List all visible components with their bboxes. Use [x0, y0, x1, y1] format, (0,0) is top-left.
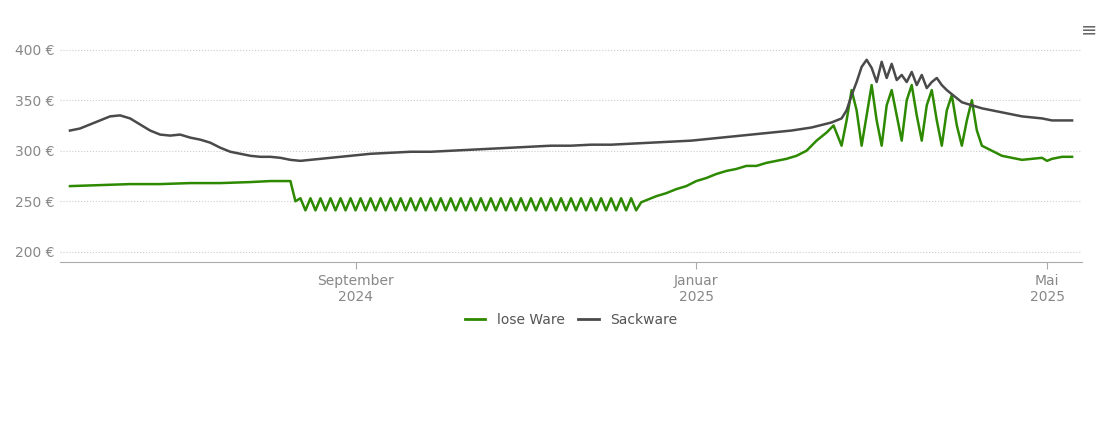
Text: ≡: ≡: [1081, 21, 1098, 40]
Legend: lose Ware, Sackware: lose Ware, Sackware: [460, 307, 683, 332]
